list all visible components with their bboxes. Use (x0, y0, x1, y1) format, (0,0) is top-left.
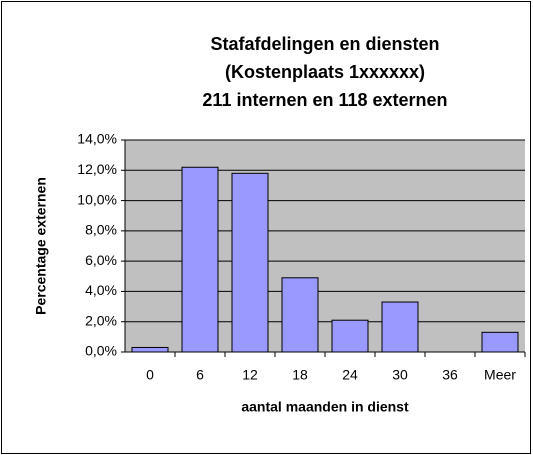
y-tick-label: 6,0% (85, 252, 117, 268)
bar (481, 331, 519, 353)
x-tick-label: 18 (292, 367, 308, 383)
bar (181, 166, 219, 353)
y-tick-label: 10,0% (77, 191, 117, 207)
bar (381, 301, 419, 353)
y-tick-label: 4,0% (85, 282, 117, 298)
x-tick-label: 36 (442, 367, 458, 383)
bar (231, 172, 269, 353)
x-tick-label: 0 (146, 367, 154, 383)
chart-title: (Kostenplaats 1xxxxxx) (225, 62, 425, 82)
x-tick-label: Meer (484, 367, 516, 383)
x-tick-label: 6 (196, 367, 204, 383)
x-axis-label: aantal maanden in dienst (241, 399, 409, 415)
y-tick-label: 12,0% (77, 161, 117, 177)
bar (131, 346, 169, 353)
y-tick-label: 0,0% (85, 343, 117, 359)
bar (331, 319, 369, 353)
chart-title: 211 internen en 118 externen (202, 90, 447, 110)
chart-title: Stafafdelingen en diensten (210, 34, 439, 54)
y-tick-label: 2,0% (85, 312, 117, 328)
x-tick-label: 30 (392, 367, 408, 383)
x-tick-label: 24 (342, 367, 358, 383)
x-tick-label: 12 (242, 367, 258, 383)
bar (281, 277, 319, 353)
y-axis-label: Percentage externen (33, 177, 49, 315)
y-tick-label: 14,0% (77, 131, 117, 147)
y-tick-label: 8,0% (85, 222, 117, 238)
